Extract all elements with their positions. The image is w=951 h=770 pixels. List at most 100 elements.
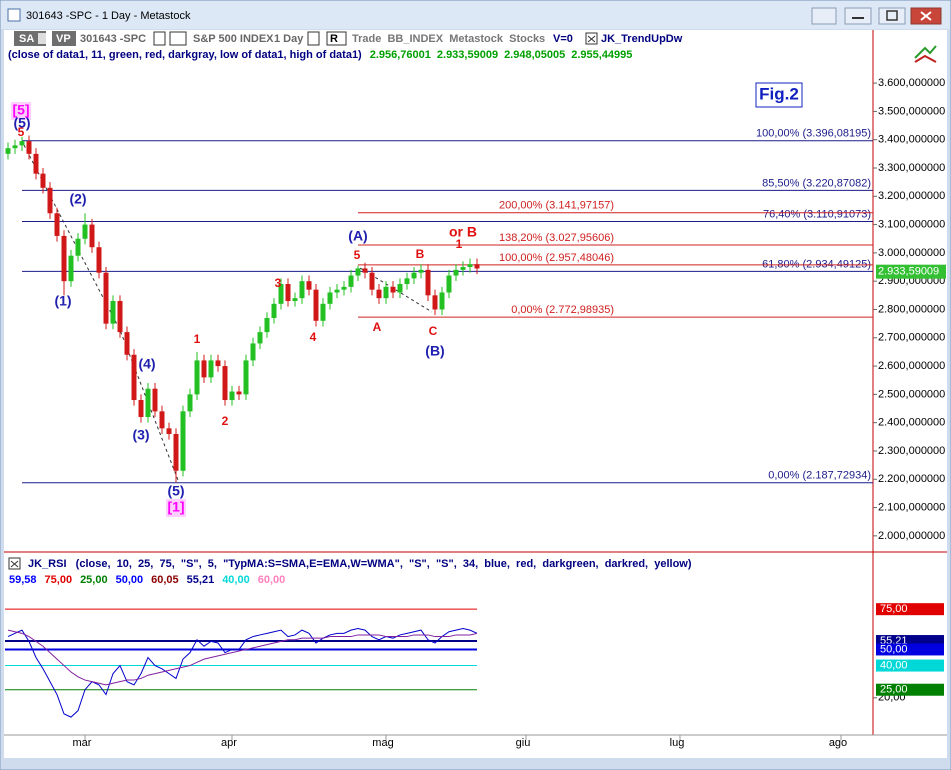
indicator-value: 25,00 (80, 574, 108, 586)
dropdown[interactable] (153, 31, 166, 46)
candle-body (103, 272, 109, 324)
wave-label: (1) (54, 293, 71, 309)
candle-body (313, 289, 319, 321)
v-label: V=0 (553, 33, 573, 45)
rsi-level-label: 25,00 (880, 684, 908, 696)
icon (914, 54, 937, 63)
y-tick-label: 2.300,000000 (878, 445, 945, 457)
candle-body (250, 343, 256, 361)
candle-body (138, 400, 144, 418)
wave-label: (3) (132, 427, 149, 443)
y-tick-label: 2.800,000000 (878, 303, 945, 315)
candle-body (404, 278, 410, 285)
trend-icon (914, 45, 937, 63)
fib-level-label: 61,80% (2.934,49125) (762, 258, 871, 270)
candle-body (411, 272, 417, 279)
candle-body (40, 173, 46, 188)
icon (914, 45, 937, 59)
candle-body (89, 224, 95, 248)
wave-label: 2 (222, 414, 229, 428)
indicator-value: 2.955,44995 (571, 49, 632, 61)
fib-level-label: 0,00% (2.187,72934) (768, 470, 871, 482)
wave-label: [5] (12, 102, 29, 118)
r-button[interactable] (326, 31, 347, 46)
y-tick-label: 3.400,000000 (878, 134, 945, 146)
wave-label: 1 (194, 332, 201, 346)
candle-body (131, 354, 137, 401)
candle-body (61, 235, 67, 282)
fib-level-label: 100,00% (3.396,08195) (756, 128, 871, 140)
rsi-level-label: 75,00 (880, 603, 908, 615)
indicator-value: 2.956,76001 (370, 49, 431, 61)
wave-label: (2) (69, 191, 86, 207)
wave-label: (4) (138, 356, 155, 372)
x-tick-label: ago (829, 737, 847, 749)
maximize-button[interactable] (878, 7, 906, 25)
instrument-name: S&P 500 INDEX (193, 33, 274, 45)
candle-body (432, 295, 438, 310)
restore-button[interactable] (811, 7, 837, 25)
rsi-level-label: 50,00 (880, 643, 908, 655)
fib-level-label: 100,00% (2.957,48046) (499, 252, 614, 264)
indicator-value: 75,00 (45, 574, 73, 586)
candle-body (299, 281, 305, 299)
wave-label: (A) (348, 228, 367, 244)
x-tick-label: lug (670, 737, 685, 749)
last-price-box (876, 264, 946, 279)
candle-body (229, 391, 235, 401)
candle-body (222, 366, 228, 401)
wave-label: 1 (456, 237, 463, 251)
candle-body (334, 289, 340, 293)
wave-label: (5) (167, 483, 184, 499)
feed-info: Trade BB_INDEX Metastock Stocks (352, 33, 545, 45)
candle-body (194, 360, 200, 395)
wave-label: 3 (275, 276, 282, 290)
candle-body (236, 391, 242, 395)
y-tick-label: 2.700,000000 (878, 332, 945, 344)
candle-body (96, 247, 102, 273)
rsi-level-label: 40,00 (880, 659, 908, 671)
candle-body (418, 269, 424, 273)
y-tick-label: 2.100,000000 (878, 501, 945, 513)
minimize-button[interactable] (844, 7, 872, 25)
candle-body (26, 141, 32, 154)
candle-body (75, 238, 81, 256)
y-tick-label: 2.500,000000 (878, 388, 945, 400)
candle-body (54, 213, 60, 236)
indicator-value: 55,21 (187, 574, 215, 586)
candle-body (110, 300, 116, 324)
fib-level-label: 138,20% (3.027,95606) (499, 232, 614, 244)
interval-button[interactable] (169, 31, 187, 46)
candle-body (257, 332, 263, 344)
candle-body (47, 187, 53, 214)
x-tick-label: mar (73, 737, 92, 749)
fib-level-label: 85,50% (3.220,87082) (762, 177, 871, 189)
indicator-value: 50,00 (116, 574, 144, 586)
candle-body (124, 332, 130, 355)
indicator-value: 2.933,59009 (437, 49, 498, 61)
wave-label: B (416, 247, 425, 261)
candle-body (460, 267, 466, 270)
rsi-level-box (876, 603, 944, 616)
icon (920, 11, 932, 21)
x-tick-label: giu (516, 737, 531, 749)
app-icon (7, 8, 21, 22)
wave-label: C (429, 324, 438, 338)
vp-label: VP (56, 33, 71, 45)
candle-body (271, 303, 277, 318)
candle-body (285, 284, 291, 301)
indicator-value: 60,00 (258, 574, 286, 586)
symbol: 301643 -SPC (80, 33, 146, 45)
indicator-name: JK_TrendUpDw (601, 33, 683, 45)
candle-body (390, 286, 396, 293)
dropdown[interactable] (38, 33, 46, 44)
window-title: 301643 -SPC - 1 Day - Metastock (26, 10, 191, 22)
dropdown[interactable] (307, 31, 320, 46)
candle-body (180, 411, 186, 471)
vp-button[interactable] (52, 31, 76, 46)
candle-body (446, 275, 452, 293)
toolbar: SA VP 301643 -SPC S&P 500 INDEX 1 Day R … (14, 31, 683, 46)
candle-body (159, 411, 165, 429)
